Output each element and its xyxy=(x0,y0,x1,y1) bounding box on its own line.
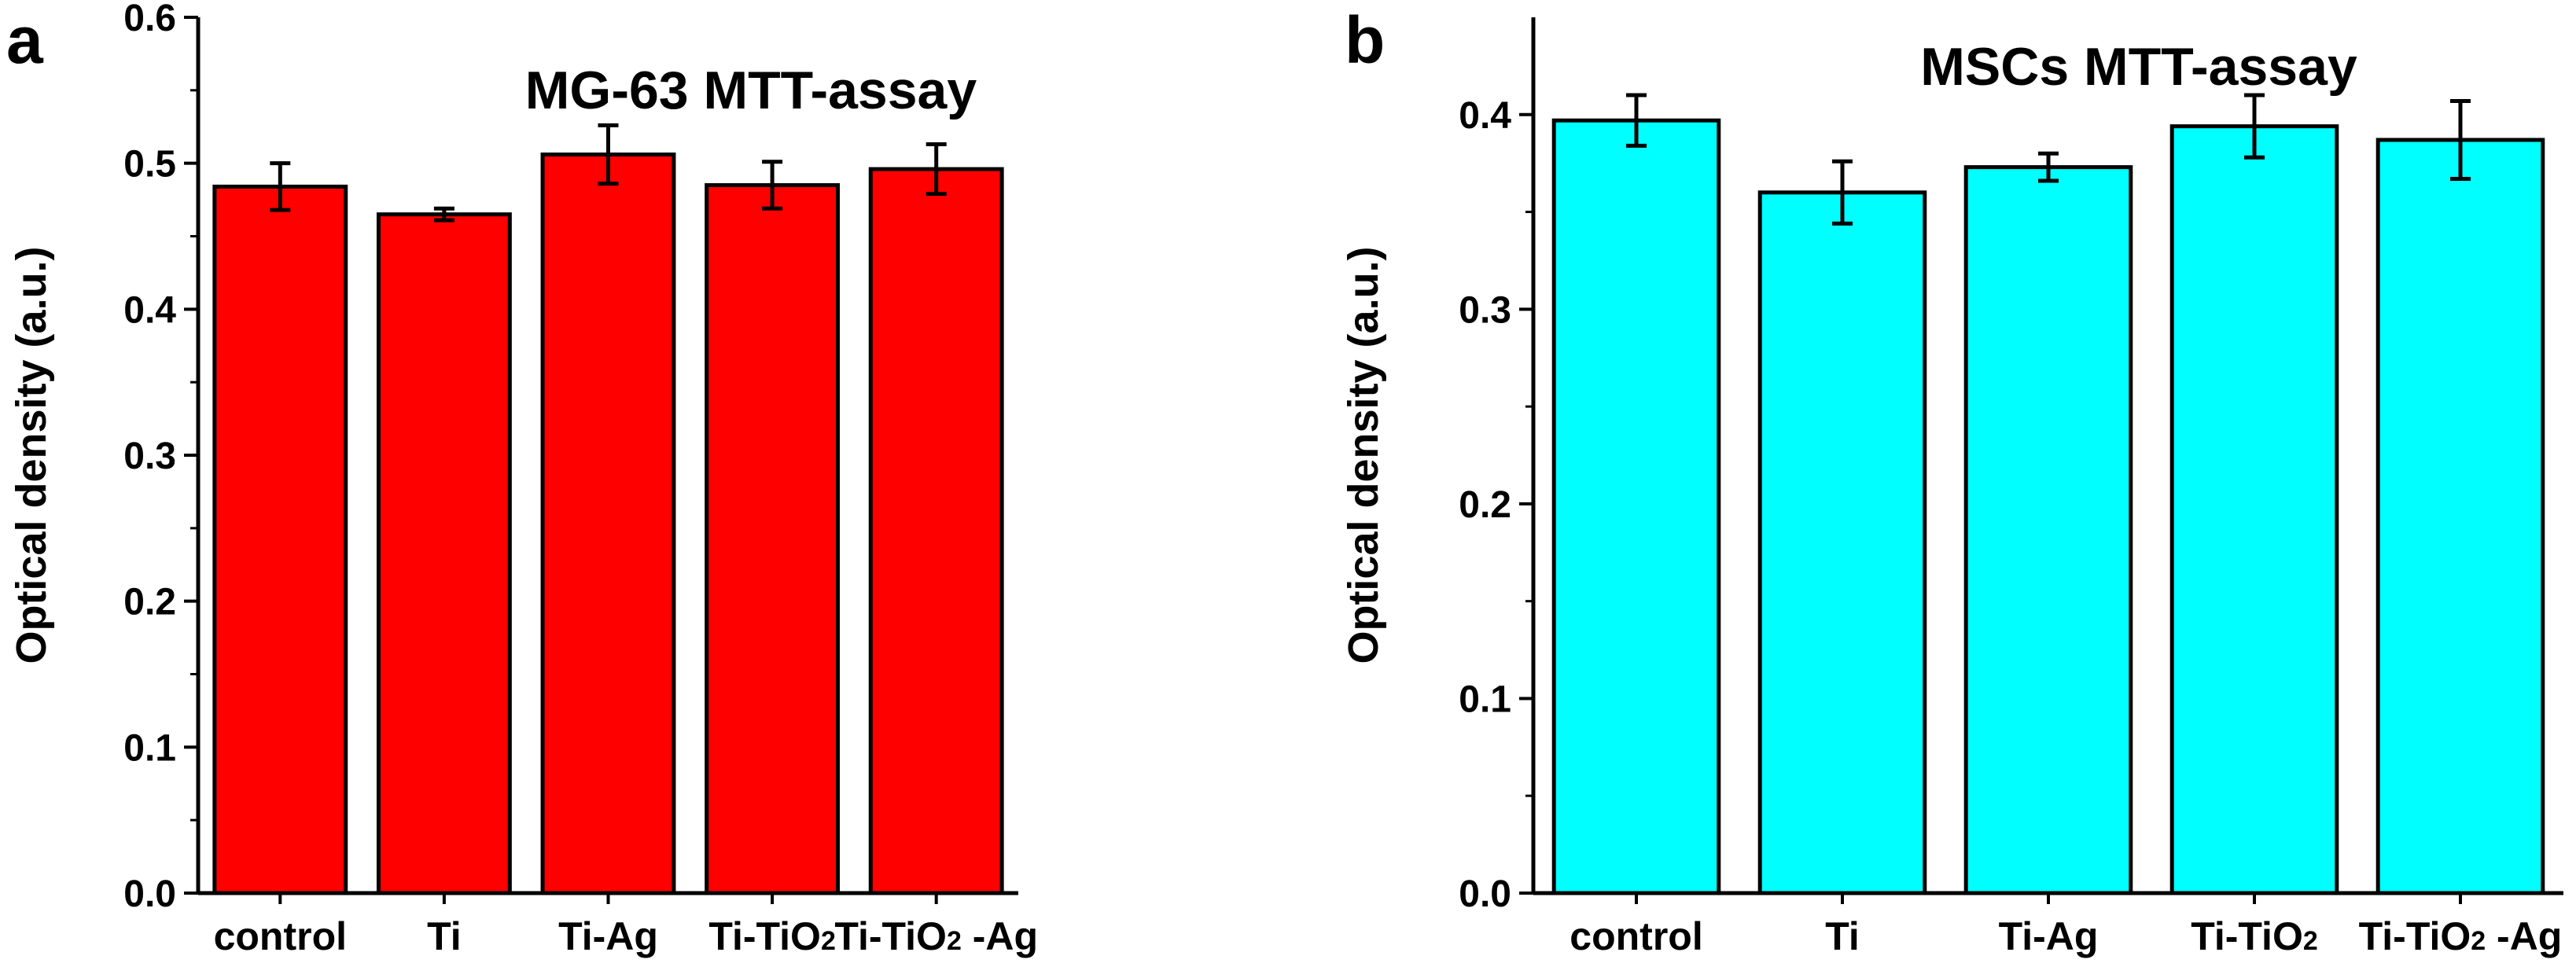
x-tick-label-b-4: Ti-TiO2 -Ag xyxy=(2359,914,2563,958)
chart-title-b: MSCs MTT-assay xyxy=(1920,37,2357,97)
x-tick-label-a-3: Ti-TiO2 xyxy=(708,914,836,958)
y-tick-label-a-5: 0.5 xyxy=(123,144,176,186)
bar-b-3 xyxy=(2169,124,2339,895)
chart-panel-a: a MG-63 MTT-assay Optical density (a.u.)… xyxy=(6,0,1038,958)
chart-title-a: MG-63 MTT-assay xyxy=(525,61,977,120)
y-tick-label-b-0: 0.0 xyxy=(1459,873,1511,915)
chart-panel-b: b MSCs MTT-assay Optical density (a.u.) … xyxy=(1340,3,2563,958)
bar-a-3 xyxy=(705,183,841,895)
y-tick-label-a-3: 0.3 xyxy=(123,436,176,477)
panel-label-b: b xyxy=(1345,3,1385,77)
bar-a-1 xyxy=(376,212,512,895)
y-tick-label-b-2: 0.2 xyxy=(1459,484,1511,526)
y-tick-label-b-1: 0.1 xyxy=(1459,678,1511,720)
x-tick-label-a-0: control xyxy=(214,914,347,958)
bar-a-0 xyxy=(212,184,348,895)
y-tick-label-a-4: 0.4 xyxy=(123,289,176,331)
x-tick-label-b-3: Ti-TiO2 xyxy=(2191,914,2318,958)
bar-a-2 xyxy=(540,153,676,895)
bar-a-4 xyxy=(868,167,1004,895)
y-tick-label-a-6: 0.6 xyxy=(123,0,176,39)
y-tick-label-b-4: 0.4 xyxy=(1459,95,1511,137)
panel-label-a: a xyxy=(6,3,44,77)
bar-b-0 xyxy=(1551,118,1721,895)
x-tick-label-a-4: Ti-TiO2 -Ag xyxy=(834,914,1038,958)
x-tick-label-a-1: Ti xyxy=(427,914,462,958)
y-tick-label-a-2: 0.2 xyxy=(123,582,176,623)
x-tick-label-b-1: Ti xyxy=(1825,914,1860,958)
y-axis-label-b: Optical density (a.u.) xyxy=(1340,246,1387,664)
y-axis-label-a: Optical density (a.u.) xyxy=(8,246,55,664)
bar-b-1 xyxy=(1757,190,1927,895)
x-tick-label-b-2: Ti-Ag xyxy=(1999,914,2099,958)
bar-b-4 xyxy=(2375,138,2545,895)
y-tick-label-b-3: 0.3 xyxy=(1459,289,1511,331)
x-tick-label-a-2: Ti-Ag xyxy=(558,914,658,958)
y-tick-label-a-1: 0.1 xyxy=(123,727,176,769)
bar-b-2 xyxy=(1963,165,2133,895)
y-tick-label-a-0: 0.0 xyxy=(123,873,176,915)
x-tick-label-b-0: control xyxy=(1570,914,1702,958)
